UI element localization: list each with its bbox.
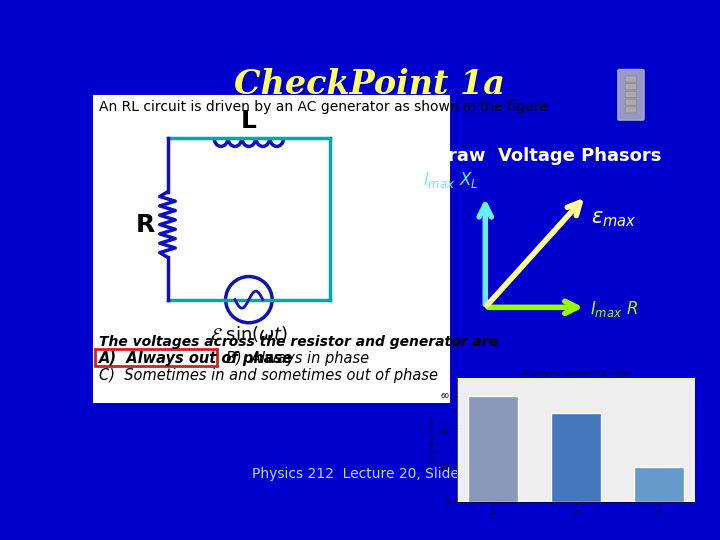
FancyBboxPatch shape: [94, 96, 449, 402]
Text: CheckPoint 1a: CheckPoint 1a: [233, 68, 505, 100]
FancyBboxPatch shape: [625, 107, 636, 113]
Text: The voltages across the resistor and generator are: The voltages across the resistor and gen…: [99, 335, 498, 349]
Text: $\mathcal{E}\ \mathrm{sin}(\omega t)$: $\mathcal{E}\ \mathrm{sin}(\omega t)$: [210, 325, 288, 345]
Text: An RL circuit is driven by an AC generator as shown in the figure: An RL circuit is driven by an AC generat…: [99, 100, 548, 114]
Title: AC Circuit 1, Question 1 (N = 668): AC Circuit 1, Question 1 (N = 668): [523, 371, 629, 376]
FancyBboxPatch shape: [625, 99, 636, 105]
FancyBboxPatch shape: [625, 84, 636, 90]
Text: $I_{max}$ $X_L$: $I_{max}$ $X_L$: [423, 170, 479, 190]
FancyBboxPatch shape: [625, 76, 636, 82]
Text: C)  Sometimes in and sometimes out of phase: C) Sometimes in and sometimes out of pha…: [99, 368, 438, 383]
FancyBboxPatch shape: [618, 70, 644, 120]
Text: $\varepsilon_{max}$: $\varepsilon_{max}$: [591, 209, 636, 229]
Y-axis label: % of Students: % of Students: [430, 418, 435, 462]
FancyBboxPatch shape: [96, 349, 217, 366]
Text: R: R: [136, 213, 156, 237]
Text: Physics 212  Lecture 20, Slide  10: Physics 212 Lecture 20, Slide 10: [252, 468, 486, 482]
Text: L: L: [241, 109, 257, 133]
Bar: [468, 396, 518, 502]
Bar: [634, 467, 684, 502]
Text: $I_{max}$ $R$: $I_{max}$ $R$: [590, 299, 639, 319]
Text: Draw  Voltage Phasors: Draw Voltage Phasors: [433, 147, 662, 165]
Text: A)  Always out of phase: A) Always out of phase: [99, 350, 294, 366]
Bar: [551, 414, 601, 502]
FancyBboxPatch shape: [625, 91, 636, 98]
Text: B)  Always in phase: B) Always in phase: [225, 350, 369, 366]
